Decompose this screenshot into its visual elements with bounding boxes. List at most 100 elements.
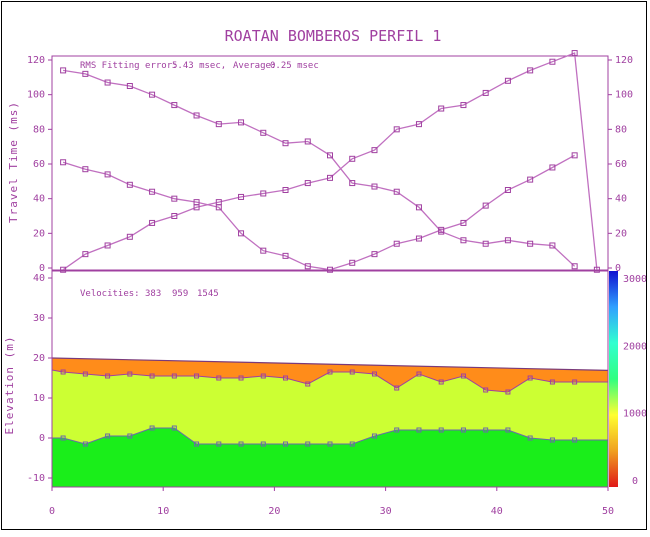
frame-border bbox=[1, 1, 647, 530]
travel-time-point bbox=[104, 242, 111, 249]
interface-1-point bbox=[149, 373, 155, 379]
travel-time-point bbox=[260, 129, 267, 136]
elevation-panel: Velocities: 383 959 1545 Elevation (m) -… bbox=[3, 270, 647, 517]
travel-time-point bbox=[504, 187, 511, 193]
travel-time-point bbox=[171, 102, 178, 109]
travel-time-point bbox=[82, 251, 89, 258]
chart-title: ROATAN BOMBEROS PERFIL 1 bbox=[225, 27, 442, 45]
interface-1-point bbox=[105, 373, 111, 379]
elevation-tick-label: -10 bbox=[27, 473, 45, 484]
elevation-axis-label: Elevation (m) bbox=[3, 335, 16, 434]
travel-time-point bbox=[260, 190, 267, 197]
velocities-label: Velocities: bbox=[80, 289, 140, 299]
travel-time-axis-label: Travel Time (ms) bbox=[7, 101, 20, 223]
travel-time-point bbox=[527, 67, 534, 74]
travel-time-point bbox=[549, 242, 556, 249]
elevation-plot-border bbox=[51, 270, 609, 488]
layer-2 bbox=[52, 370, 608, 444]
interface-1-point bbox=[194, 373, 200, 379]
interface-1-point bbox=[572, 379, 578, 385]
layer-1-weathered bbox=[52, 358, 608, 392]
travel-time-tick-label-left: 120 bbox=[27, 55, 45, 66]
travel-time-point bbox=[460, 219, 467, 226]
average-value: 0.25 msec bbox=[270, 61, 319, 71]
travel-time-point bbox=[393, 126, 400, 133]
travel-time-point bbox=[126, 181, 133, 188]
travel-time-tick-label-right: 20 bbox=[615, 228, 627, 239]
travel-time-point bbox=[371, 251, 378, 258]
travel-time-point bbox=[215, 121, 222, 128]
travel-time-point bbox=[349, 155, 356, 162]
elevation-tick-label: 20 bbox=[33, 353, 45, 364]
travel-time-point bbox=[282, 252, 289, 259]
interface-1-point bbox=[260, 373, 266, 379]
travel-time-point bbox=[438, 105, 445, 112]
travel-time-tick-label-left: 80 bbox=[33, 124, 45, 135]
interface-1-point bbox=[483, 387, 489, 393]
travel-time-point bbox=[571, 263, 578, 270]
interface-2-point bbox=[327, 441, 333, 447]
travel-time-point bbox=[171, 195, 178, 202]
interface-2-point bbox=[127, 433, 133, 439]
interface-1-point bbox=[416, 371, 422, 377]
travel-time-point bbox=[327, 266, 333, 273]
interface-2-point bbox=[82, 441, 88, 447]
interface-2-point bbox=[349, 441, 355, 447]
interface-1-point bbox=[127, 371, 133, 377]
travel-time-tick-label-right: 100 bbox=[615, 90, 633, 101]
interface-2-point bbox=[460, 427, 466, 433]
interface-2-point bbox=[505, 427, 511, 433]
travel-time-point bbox=[371, 183, 378, 190]
elevation-tick-label: 40 bbox=[33, 273, 45, 284]
travel-time-point bbox=[171, 213, 178, 219]
interface-2-point bbox=[572, 437, 578, 443]
travel-time-point bbox=[149, 91, 156, 98]
interface-2-point bbox=[416, 427, 422, 433]
travel-time-point bbox=[460, 237, 467, 244]
interface-2-line bbox=[52, 427, 608, 445]
travel-time-tick-label-right: 120 bbox=[615, 55, 633, 66]
travel-time-point bbox=[393, 240, 400, 247]
travel-time-point bbox=[415, 235, 422, 242]
average-label: Average: bbox=[233, 61, 276, 71]
velocity-colorbar: 0 1000 2000 3000 bbox=[609, 271, 647, 487]
distance-tick-label: 40 bbox=[491, 506, 503, 517]
interface-2-point bbox=[149, 425, 155, 431]
travel-time-series bbox=[60, 50, 600, 273]
travel-time-point bbox=[504, 237, 511, 244]
interface-1-point bbox=[460, 373, 466, 379]
rms-label: RMS Fitting error: bbox=[80, 61, 178, 71]
travel-time-tick-label-left: 0 bbox=[39, 263, 45, 274]
travel-time-point bbox=[482, 89, 489, 96]
travel-time-point bbox=[527, 240, 534, 247]
travel-time-point bbox=[549, 58, 556, 65]
interface-2-point bbox=[194, 441, 200, 447]
travel-time-point bbox=[371, 147, 378, 154]
interface-1-point bbox=[283, 375, 289, 381]
travel-time-point bbox=[393, 188, 400, 195]
travel-time-point bbox=[104, 79, 111, 86]
travel-time-point bbox=[415, 121, 422, 128]
travel-time-point bbox=[104, 171, 111, 178]
interface-1-point bbox=[438, 379, 444, 385]
velocity-value-1: 383 bbox=[145, 289, 161, 299]
travel-time-point bbox=[149, 219, 156, 226]
travel-time-point bbox=[126, 83, 133, 89]
travel-time-series-line bbox=[62, 52, 598, 271]
travel-time-point bbox=[327, 152, 333, 159]
travel-time-point bbox=[60, 159, 67, 166]
interface-2-point bbox=[238, 441, 244, 447]
travel-time-point bbox=[304, 180, 311, 187]
interface-1-point bbox=[171, 373, 177, 379]
travel-time-point bbox=[349, 180, 356, 187]
travel-time-point bbox=[482, 202, 489, 209]
elevation-ticks: -10 0 10 20 30 40 0 10 20 30 40 50 bbox=[27, 273, 614, 517]
interface-2-point bbox=[527, 435, 533, 441]
interface-2-point bbox=[216, 441, 222, 447]
surface-line bbox=[51, 357, 609, 371]
velocity-layers bbox=[51, 357, 609, 487]
travel-time-point bbox=[304, 138, 311, 145]
travel-time-point bbox=[60, 67, 67, 74]
